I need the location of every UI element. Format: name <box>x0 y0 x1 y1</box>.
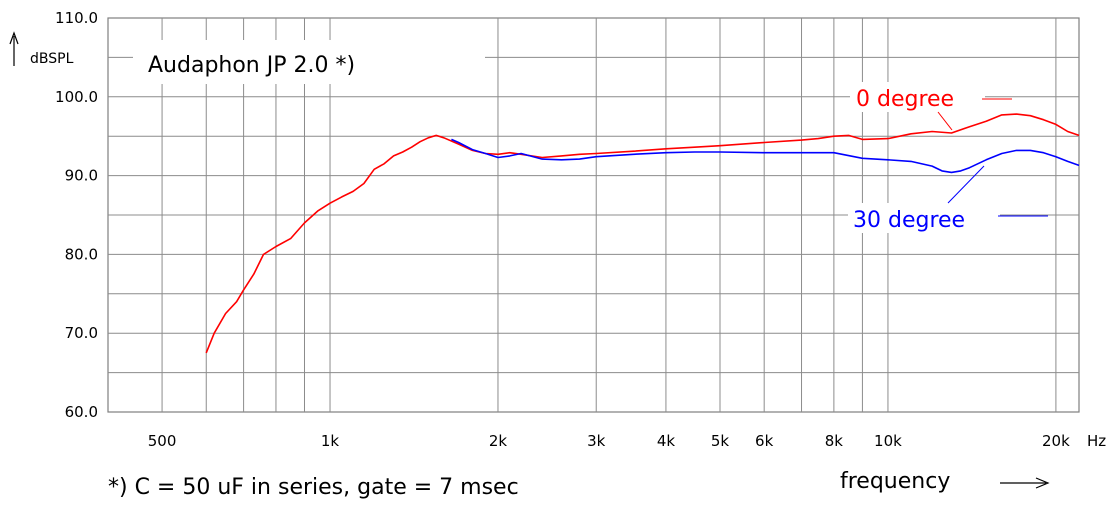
legend-bg-30-degree <box>848 203 1000 233</box>
y-tick-label: 60.0 <box>65 403 98 421</box>
x-tick-label: 8k <box>825 432 844 450</box>
x-tick-label: 500 <box>148 432 177 450</box>
x-tick-label: 3k <box>587 432 606 450</box>
chart-title: Audaphon JP 2.0 *) <box>148 53 355 78</box>
x-tick-labels: 500 1k 2k 3k 4k 5k 6k 8k 10k 20k <box>148 432 1070 450</box>
series-label-30-degree: 30 degree <box>853 208 965 233</box>
y-tick-label: 70.0 <box>65 324 98 342</box>
x-tick-label: 4k <box>657 432 676 450</box>
y-tick-label: 80.0 <box>65 245 98 263</box>
x-tick-label: 1k <box>321 432 340 450</box>
footnote: *) C = 50 uF in series, gate = 7 msec <box>108 475 519 500</box>
x-unit-label: Hz <box>1087 432 1106 450</box>
x-tick-label: 6k <box>755 432 774 450</box>
leader-line-0-degree-diag <box>937 111 953 131</box>
series-line-0-degree <box>205 113 1080 354</box>
y-tick-label: 90.0 <box>65 167 98 185</box>
y-axis-arrow-icon <box>9 31 19 66</box>
x-tick-label: 2k <box>489 432 508 450</box>
x-tick-label: 20k <box>1042 432 1070 450</box>
x-axis-arrow-icon <box>1000 477 1050 489</box>
leader-line-30-degree-diag <box>947 165 985 204</box>
series-label-0-degree: 0 degree <box>856 87 954 112</box>
series-lines <box>205 113 1080 354</box>
x-tick-label: 10k <box>874 432 902 450</box>
y-tick-label: 100.0 <box>55 88 98 106</box>
y-tick-labels: 60.0 70.0 80.0 90.0 100.0 110.0 <box>55 9 98 421</box>
x-axis-label: frequency <box>840 469 950 494</box>
series-line-30-degree <box>451 138 1080 174</box>
y-axis-label: dBSPL <box>30 51 74 67</box>
title-background <box>133 40 485 84</box>
legend-bg-0-degree <box>850 82 985 112</box>
x-tick-label: 5k <box>711 432 730 450</box>
y-tick-label: 110.0 <box>55 9 98 27</box>
